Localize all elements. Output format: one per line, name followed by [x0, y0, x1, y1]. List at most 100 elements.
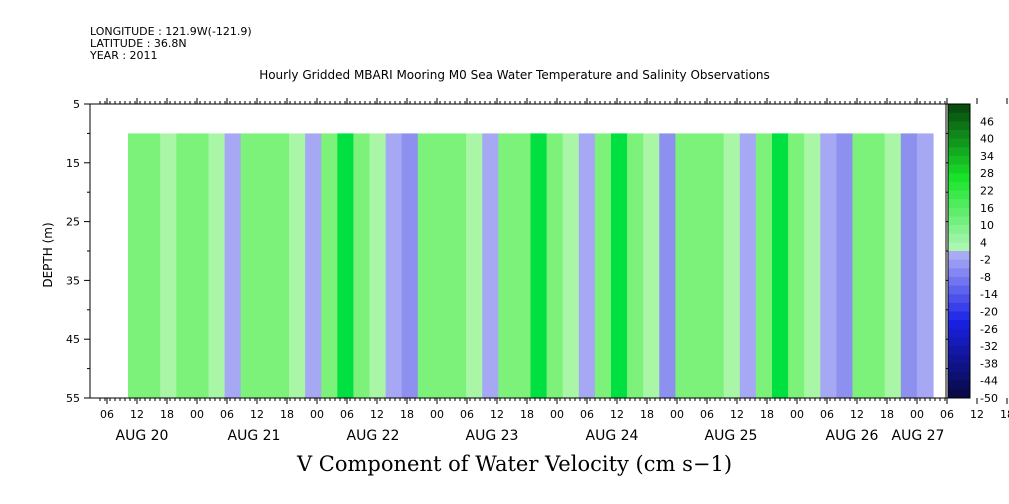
heatmap-cell [305, 133, 322, 398]
heatmap-cell [916, 133, 934, 398]
colorbar-swatch [948, 112, 970, 122]
x-hour-label: 06 [220, 408, 234, 421]
heatmap-cell [144, 133, 161, 398]
colorbar-label: -38 [980, 357, 998, 370]
heatmap-cell [707, 133, 725, 398]
colorbar-label: -8 [980, 271, 991, 284]
x-day-label: AUG 22 [347, 428, 400, 444]
colorbar-frame [947, 103, 971, 399]
colorbar-swatch [948, 276, 970, 287]
x-hour-label: 18 [640, 408, 654, 421]
heatmap-cell [562, 133, 580, 398]
heatmap-cell [337, 133, 354, 398]
colorbar-swatch [948, 337, 970, 347]
colorbar-swatch [948, 251, 970, 261]
heatmap-cell [868, 133, 886, 398]
x-day-label: AUG 26 [826, 428, 879, 444]
colorbar-label: 4 [980, 236, 987, 249]
heatmap-cell [289, 133, 306, 398]
colorbar-swatch [948, 121, 970, 131]
heatmap-cell [498, 133, 515, 398]
x-hour-label: 12 [610, 408, 624, 421]
colorbar-swatch [948, 294, 970, 304]
x-hour-label: 12 [130, 408, 144, 421]
colorbar-swatch [948, 199, 970, 209]
colorbar-swatch [948, 207, 970, 217]
x-hour-label: 06 [820, 408, 834, 421]
x-hour-label: 00 [670, 408, 684, 421]
x-hour-label: 12 [370, 408, 384, 421]
heatmap-cell [691, 133, 709, 398]
heatmap-cell [723, 133, 741, 398]
colorbar-swatch [948, 372, 970, 382]
x-hour-label: 00 [190, 408, 204, 421]
colorbar-swatch [948, 155, 970, 166]
heatmap-cell [804, 133, 821, 398]
colorbar-swatch [948, 129, 970, 140]
colorbar-swatch [948, 164, 970, 174]
x-hour-label: 18 [760, 408, 774, 421]
heatmap-cell [884, 133, 902, 398]
heatmap-cell [240, 133, 258, 398]
x-hour-label: 00 [430, 408, 444, 421]
heatmap-cell [160, 133, 177, 398]
colorbar-swatch [948, 173, 970, 183]
year-label: YEAR : 2011 [90, 49, 158, 62]
colorbar-swatch [948, 242, 970, 252]
x-hour-label: 12 [730, 408, 744, 421]
x-hour-label: 18 [400, 408, 414, 421]
x-hour-label: 06 [100, 408, 114, 421]
x-day-label: AUG 23 [466, 428, 519, 444]
colorbar-label: -44 [980, 375, 998, 388]
x-hour-label: 00 [910, 408, 924, 421]
x-day-label: AUG 27 [892, 428, 945, 444]
colorbar-swatch [948, 363, 970, 373]
colorbar-swatch [948, 233, 970, 243]
x-hour-label: 06 [340, 408, 354, 421]
x-hour-label: 18 [520, 408, 534, 421]
x-hour-label: 06 [940, 408, 954, 421]
x-hour-label: 18 [160, 408, 174, 421]
colorbar-label: 40 [980, 133, 994, 146]
heatmap-cell [755, 133, 773, 398]
x-day-label: AUG 25 [705, 428, 758, 444]
heatmap-cell [659, 133, 676, 398]
x-axis-label: V Component of Water Velocity (cm s−1) [296, 452, 733, 476]
heatmap-cell [450, 133, 467, 398]
heatmap-cell [433, 133, 451, 398]
x-day-label: AUG 24 [586, 428, 639, 444]
heatmap-cell [788, 133, 805, 398]
heatmap-cell [546, 133, 564, 398]
colorbar-swatch [948, 346, 970, 356]
colorbar-label: -32 [980, 340, 998, 353]
colorbar-swatch [948, 104, 970, 114]
x-hour-label: 12 [850, 408, 864, 421]
colorbar-swatch [948, 311, 970, 321]
x-hour-label: 00 [790, 408, 804, 421]
colorbar-label: 10 [980, 219, 994, 232]
x-hour-label: 18 [880, 408, 894, 421]
heatmap-cell [466, 133, 483, 398]
heatmap-cell [208, 133, 226, 398]
heatmap-cell [369, 133, 387, 398]
x-hour-label: 12 [970, 408, 984, 421]
heatmap-cell [321, 133, 338, 398]
latitude-label: LATITUDE : 36.8N [90, 37, 187, 50]
heatmap-cell [128, 133, 145, 398]
heatmap-cell [176, 133, 193, 398]
heatmap-cell [820, 133, 837, 398]
x-day-label: AUG 21 [228, 428, 281, 444]
colorbar-label: -20 [980, 306, 998, 319]
chart-title: Hourly Gridded MBARI Mooring M0 Sea Wate… [259, 68, 770, 82]
heatmap-cell [385, 133, 403, 398]
heatmap-cell [514, 133, 532, 398]
heatmap-cell [900, 133, 918, 398]
heatmap-cell [578, 133, 596, 398]
x-hour-label: 06 [460, 408, 474, 421]
heatmap-cell [611, 133, 628, 398]
colorbar-swatch [948, 147, 970, 157]
x-day-label: AUG 20 [116, 428, 169, 444]
heatmap-cell [594, 133, 612, 398]
colorbar: 46 40 34 28 22 16 10 4 -2 -8 -14 -20 -26 -32 -38 -44 -50 [947, 103, 998, 405]
